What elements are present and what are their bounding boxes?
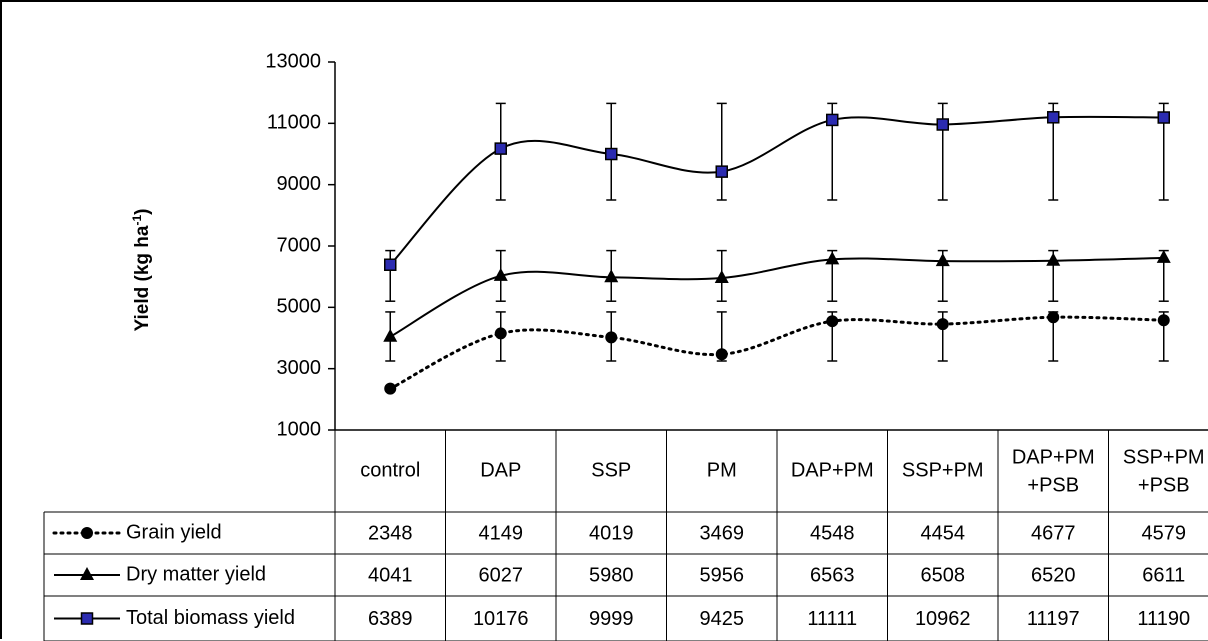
dry-matter-yield-legend-label: Dry matter yield — [126, 563, 266, 585]
category-label: control — [360, 459, 420, 481]
dry-matter-yield-point — [825, 251, 840, 265]
grain-yield-point — [715, 348, 728, 361]
total-biomass-yield-point — [605, 147, 618, 161]
dry-matter-yield-point — [1046, 252, 1061, 266]
total-biomass-yield-table-value: 11190 — [1137, 608, 1190, 630]
category-label: SSP+PM — [902, 459, 984, 481]
total-biomass-yield-point — [494, 142, 507, 155]
dry-matter-yield-table-value: 6563 — [810, 564, 855, 586]
total-biomass-yield-line — [389, 115, 1164, 266]
total-biomass-yield-point — [1047, 111, 1060, 124]
grain-yield-table-value: 4579 — [1142, 522, 1187, 544]
category-label: DAP+PM — [791, 459, 874, 481]
grain-yield-table-value: 3469 — [700, 522, 745, 544]
dry-matter-yield-point — [493, 267, 508, 281]
dry-matter-yield-point — [604, 269, 619, 283]
total-biomass-yield-table-value: 6389 — [368, 608, 413, 630]
total-biomass-yield-legend-marker — [80, 612, 94, 625]
dry-matter-yield-table-value: 5956 — [700, 564, 745, 586]
category-label: +PSB — [1138, 474, 1190, 496]
dry-matter-yield-point — [935, 253, 950, 267]
dry-matter-yield-point — [714, 270, 729, 284]
grain-yield-point — [494, 327, 507, 340]
dry-matter-yield-table-value: 6611 — [1142, 564, 1185, 586]
total-biomass-yield-table-value: 9425 — [700, 608, 745, 630]
y-tick-label: 1000 — [277, 418, 322, 440]
category-label: DAP+PM — [1012, 446, 1095, 468]
grain-yield-table-value: 2348 — [368, 522, 413, 544]
dry-matter-yield-table-value: 6027 — [479, 564, 524, 586]
y-tick-label: 9000 — [277, 173, 322, 195]
y-tick-label: 3000 — [277, 357, 322, 379]
category-label: SSP+PM — [1123, 446, 1205, 468]
dry-matter-yield-point — [383, 328, 398, 342]
category-label: +PSB — [1027, 474, 1079, 496]
total-biomass-yield-table-value: 11197 — [1027, 608, 1080, 630]
grain-yield-point — [384, 382, 397, 395]
dry-matter-yield-legend-marker — [80, 567, 94, 580]
grain-yield-legend-label: Grain yield — [126, 521, 222, 543]
grain-yield-point — [605, 331, 618, 344]
y-tick-label: 7000 — [277, 234, 322, 256]
grain-yield-table-value: 4019 — [589, 522, 634, 544]
dry-matter-yield-table-value: 4041 — [368, 564, 413, 586]
total-biomass-yield-table-value: 11111 — [807, 608, 857, 630]
grain-yield-point — [936, 318, 949, 331]
grain-yield-table-value: 4548 — [810, 522, 855, 544]
dry-matter-yield-table-value: 5980 — [589, 564, 634, 586]
y-axis-title: Yield (kg ha-1) — [130, 209, 153, 332]
total-biomass-yield-point — [1157, 111, 1170, 124]
grain-yield-table-value: 4677 — [1031, 522, 1076, 544]
grain-yield-point — [1157, 314, 1170, 327]
grain-yield-table-value: 4454 — [921, 522, 966, 544]
category-label: DAP — [480, 459, 521, 481]
dry-matter-yield-table-value: 6508 — [921, 564, 966, 586]
total-biomass-yield-table-value: 9999 — [589, 608, 634, 630]
category-label: SSP — [591, 459, 631, 481]
grain-yield-legend-marker — [81, 527, 93, 539]
total-biomass-yield-table-value: 10962 — [915, 608, 971, 630]
dry-matter-yield-point — [1156, 249, 1171, 263]
y-tick-label: 5000 — [277, 296, 322, 318]
total-biomass-yield-point — [715, 165, 728, 178]
y-tick-label: 11000 — [267, 112, 321, 134]
total-biomass-yield-legend-label: Total biomass yield — [126, 607, 295, 629]
total-biomass-yield-point — [936, 118, 949, 131]
grain-yield-point — [1047, 311, 1060, 324]
grain-yield-point — [826, 315, 839, 328]
grain-yield-table-value: 4149 — [479, 522, 524, 544]
y-tick-label: 13000 — [265, 50, 321, 72]
grain-yield-line — [388, 315, 1166, 391]
category-label: PM — [707, 459, 737, 481]
total-biomass-yield-point — [826, 113, 839, 127]
dry-matter-yield-table-value: 6520 — [1031, 564, 1076, 586]
dry-matter-yield-line — [389, 256, 1164, 338]
total-biomass-yield-point — [384, 258, 397, 271]
total-biomass-yield-table-value: 10176 — [473, 608, 529, 630]
